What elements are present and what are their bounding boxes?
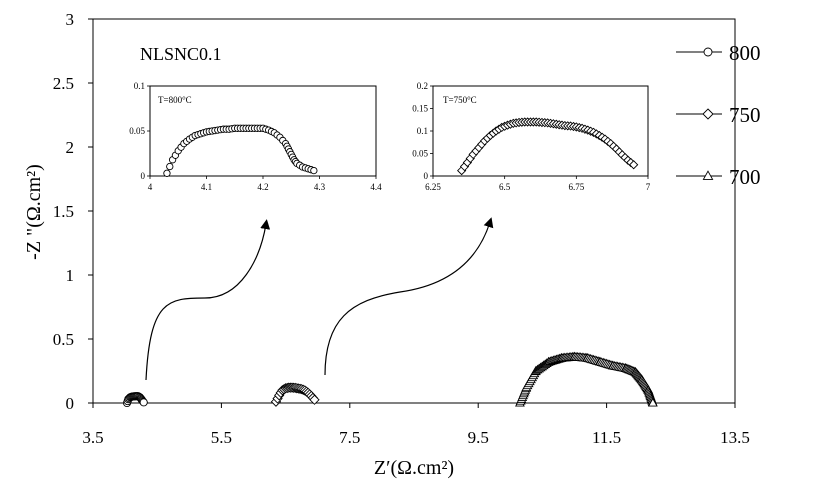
x-axis-title: Z′(Ω.cm²) <box>374 457 454 479</box>
x-tick-label: 11.5 <box>592 428 621 447</box>
x-tick-label: 13.5 <box>720 428 750 447</box>
inset-data-point <box>166 162 174 171</box>
inset-data-point <box>163 169 171 177</box>
data-point-750 <box>309 394 320 405</box>
legend-entry-750: 750 <box>676 103 761 127</box>
x-tick-label: 7.5 <box>339 428 360 447</box>
inset-data-point <box>310 166 318 175</box>
inset-x-tick-label: 7 <box>646 182 651 192</box>
inset-x-tick-label: 6.75 <box>568 182 584 192</box>
legend-marker <box>702 170 714 180</box>
inset-x-tick-label: 4.2 <box>257 182 268 192</box>
inset-800: T=800°C 4 4.1 4.2 4.3 4.4 0 0.05 0.1 <box>129 81 382 192</box>
inset-y-tick-label: 0.15 <box>412 104 428 114</box>
x-tick-label: 3.5 <box>82 428 103 447</box>
inset-y-tick-label: 0.2 <box>417 81 428 91</box>
series-750 <box>270 382 320 407</box>
y-axis-title: -Z "(Ω.cm²) <box>23 164 45 260</box>
inset-x-tick-label: 6.5 <box>499 182 511 192</box>
y-tick-label: 3 <box>66 10 75 29</box>
legend: 800 750 700 <box>676 41 761 189</box>
y-tick-label: 0 <box>66 394 75 413</box>
inset-data-point <box>629 160 639 170</box>
inset-800-marks: 4 4.1 4.2 4.3 4.4 0 0.05 0.1 <box>129 81 382 192</box>
inset-750-label: T=750°C <box>443 95 477 105</box>
main-axis-ticks: 3.5 5.5 7.5 9.5 11.5 13.500.511.522.53 <box>53 10 750 447</box>
inset-x-tick-label: 4.3 <box>314 182 326 192</box>
inset-x-tick-label: 6.25 <box>425 182 441 192</box>
y-tick-label: 2 <box>66 138 75 157</box>
series-700 <box>515 351 658 407</box>
y-tick-label: 0.5 <box>53 330 74 349</box>
arrow-to-inset-750 <box>324 217 494 376</box>
x-tick-label: 5.5 <box>211 428 232 447</box>
legend-marker <box>702 108 714 120</box>
inset-y-tick-label: 0.1 <box>417 126 428 136</box>
y-tick-label: 1 <box>66 266 75 285</box>
legend-label: 700 <box>729 165 761 189</box>
legend-marker <box>703 47 713 57</box>
y-tick-label: 2.5 <box>53 74 74 93</box>
chart-tag: NLSNC0.1 <box>140 44 222 64</box>
plot-area <box>92 18 736 404</box>
series-800 <box>122 392 148 408</box>
inset-x-tick-label: 4 <box>148 182 153 192</box>
legend-label: 750 <box>729 103 761 127</box>
inset-x-tick-label: 4.4 <box>370 182 382 192</box>
data-point-700 <box>647 397 658 407</box>
inset-y-tick-label: 0.05 <box>412 149 428 159</box>
series-layer <box>122 351 658 408</box>
inset-y-tick-label: 0 <box>424 171 429 181</box>
arrow-to-inset-800 <box>145 219 271 381</box>
data-point-800 <box>139 398 148 407</box>
inset-800-label: T=800°C <box>158 95 192 105</box>
inset-x-tick-label: 4.1 <box>201 182 212 192</box>
inset-y-tick-label: 0.1 <box>134 81 145 91</box>
legend-label: 800 <box>729 41 761 65</box>
inset-750: T=750°C 6.25 6.5 6.75 7 0 0.05 0.1 0.15 0.2 <box>412 81 651 192</box>
inset-y-tick-label: 0.05 <box>129 126 145 136</box>
inset-750-marks: 6.25 6.5 6.75 7 0 0.05 0.1 0.15 0.2 <box>412 81 651 192</box>
inset-y-tick-label: 0 <box>141 171 146 181</box>
legend-entry-800: 800 <box>676 41 761 65</box>
y-tick-label: 1.5 <box>53 202 74 221</box>
legend-entry-700: 700 <box>676 165 761 189</box>
x-tick-label: 9.5 <box>468 428 489 447</box>
